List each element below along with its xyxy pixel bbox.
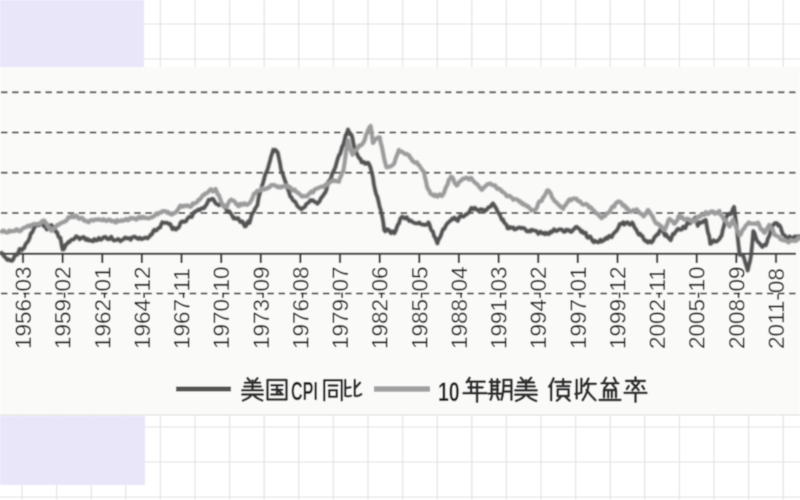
svg-text:1956-03: 1956-03 (11, 266, 36, 349)
svg-text:1991-03: 1991-03 (487, 266, 512, 349)
svg-text:1970-10: 1970-10 (209, 266, 234, 349)
svg-text:2002-11: 2002-11 (645, 268, 670, 349)
svg-text:1997-01: 1997-01 (566, 266, 591, 349)
svg-text:1979-07: 1979-07 (328, 266, 353, 349)
svg-text:1994-02: 1994-02 (526, 266, 551, 349)
svg-text:2005-10: 2005-10 (685, 266, 710, 349)
svg-text:2011-08: 2011-08 (764, 268, 789, 349)
svg-text:2008-09: 2008-09 (724, 266, 749, 349)
svg-text:1999-12: 1999-12 (606, 266, 631, 349)
svg-text:1964-12: 1964-12 (130, 266, 155, 349)
svg-text:1985-05: 1985-05 (407, 266, 432, 349)
svg-text:1976-08: 1976-08 (288, 266, 313, 349)
svg-text:1988-04: 1988-04 (447, 266, 472, 349)
svg-text:1982-06: 1982-06 (368, 266, 393, 349)
svg-text:1973-09: 1973-09 (249, 266, 274, 349)
svg-text:1967-11: 1967-11 (170, 268, 195, 349)
svg-text:10: 10 (438, 377, 460, 407)
svg-text:1959-02: 1959-02 (51, 266, 76, 349)
svg-text:1962-01: 1962-01 (90, 266, 115, 349)
svg-text:CPI: CPI (291, 376, 318, 406)
